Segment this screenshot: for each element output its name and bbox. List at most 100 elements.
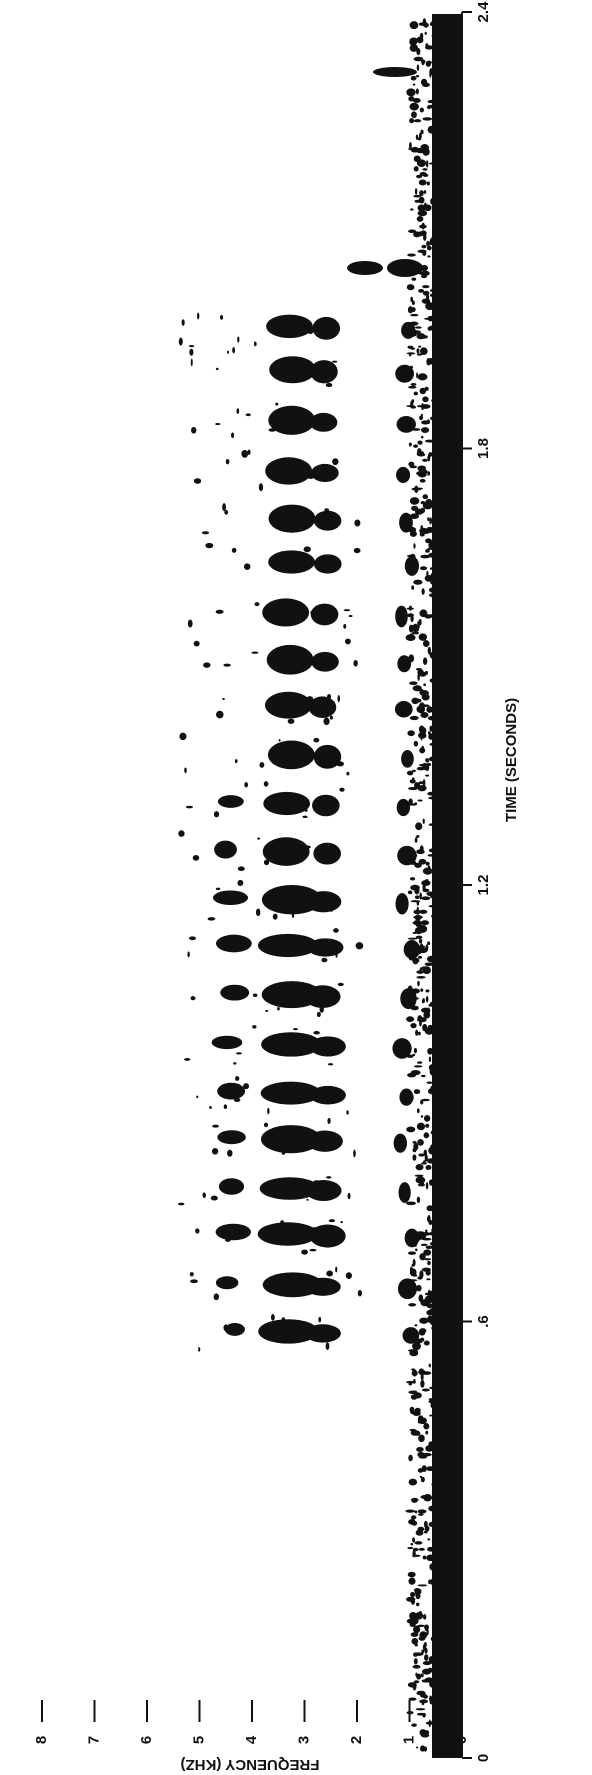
noise <box>431 1228 435 1234</box>
noise <box>406 1201 417 1206</box>
noise <box>430 572 435 578</box>
formant <box>310 603 339 626</box>
formant <box>263 791 311 816</box>
formant <box>257 1222 318 1246</box>
formant <box>304 1324 341 1343</box>
speck <box>263 859 270 866</box>
speck <box>263 781 269 787</box>
formant <box>217 1082 246 1100</box>
formant <box>261 885 322 915</box>
noise <box>417 799 423 802</box>
speck <box>355 942 364 950</box>
noise <box>419 531 425 537</box>
noise <box>417 1451 425 1458</box>
noise <box>413 1652 424 1656</box>
noise <box>419 609 428 618</box>
noise <box>416 1673 422 1680</box>
noise <box>428 1505 437 1512</box>
speck <box>251 651 259 654</box>
formant <box>403 940 421 959</box>
noise <box>409 715 419 721</box>
noise <box>428 1219 433 1225</box>
speck <box>327 1117 331 1124</box>
noise <box>428 904 435 908</box>
noise <box>422 117 433 121</box>
noise <box>414 782 421 789</box>
noise <box>420 1299 430 1307</box>
noise <box>407 345 414 349</box>
noise <box>430 305 435 310</box>
speck <box>324 508 330 512</box>
noise <box>413 740 419 747</box>
noise <box>425 774 430 777</box>
speck <box>257 837 261 840</box>
noise <box>411 1263 415 1267</box>
noise <box>413 1089 421 1095</box>
noise <box>406 88 416 97</box>
noise <box>416 906 420 915</box>
noise <box>427 1538 431 1541</box>
noise <box>408 1478 418 1486</box>
speck <box>189 1272 194 1277</box>
noise <box>428 1521 436 1527</box>
noise <box>428 104 431 110</box>
noise <box>408 1454 413 1462</box>
noise <box>409 354 412 357</box>
noise <box>417 925 428 933</box>
noise <box>418 1513 424 1516</box>
noise <box>408 1697 417 1701</box>
noise <box>411 1723 417 1727</box>
noise <box>425 764 430 772</box>
noise <box>415 935 423 939</box>
y-tick-label: 0 <box>453 1736 470 1744</box>
noise <box>409 118 415 124</box>
noise <box>420 1673 424 1678</box>
formant <box>395 364 415 383</box>
speck <box>254 602 260 607</box>
speck <box>327 1063 334 1066</box>
noise <box>429 742 438 746</box>
noise <box>431 398 437 403</box>
noise <box>425 879 429 883</box>
noise <box>414 837 418 843</box>
noise <box>424 1229 428 1236</box>
noise <box>410 1591 416 1598</box>
noise <box>414 862 422 868</box>
speck <box>190 358 193 367</box>
noise <box>418 702 425 711</box>
noise <box>420 143 429 152</box>
noise <box>426 1158 436 1164</box>
noise <box>416 975 426 979</box>
noise <box>427 315 435 322</box>
noise <box>415 667 422 671</box>
noise <box>420 507 426 513</box>
formant <box>215 1223 252 1241</box>
noise <box>423 1115 431 1122</box>
noise <box>414 326 422 329</box>
noise <box>429 293 433 297</box>
noise <box>410 313 419 317</box>
noise <box>428 542 438 549</box>
noise <box>410 1515 417 1520</box>
noise <box>423 190 427 194</box>
noise <box>414 1588 419 1596</box>
noise <box>431 1720 436 1723</box>
noise <box>410 1497 419 1502</box>
speck <box>268 428 276 432</box>
formant <box>262 598 310 627</box>
formant <box>262 837 310 866</box>
noise <box>413 391 418 396</box>
noise <box>409 624 420 632</box>
noise <box>416 1108 420 1114</box>
speck <box>222 697 225 701</box>
speck <box>281 1317 286 1325</box>
noise <box>431 512 435 516</box>
noise <box>411 1368 415 1371</box>
noise <box>421 588 425 595</box>
formant <box>308 696 337 718</box>
noise <box>411 585 415 590</box>
speck <box>190 996 196 1001</box>
noise <box>422 657 428 666</box>
noise <box>426 1205 434 1212</box>
speck <box>336 516 341 519</box>
